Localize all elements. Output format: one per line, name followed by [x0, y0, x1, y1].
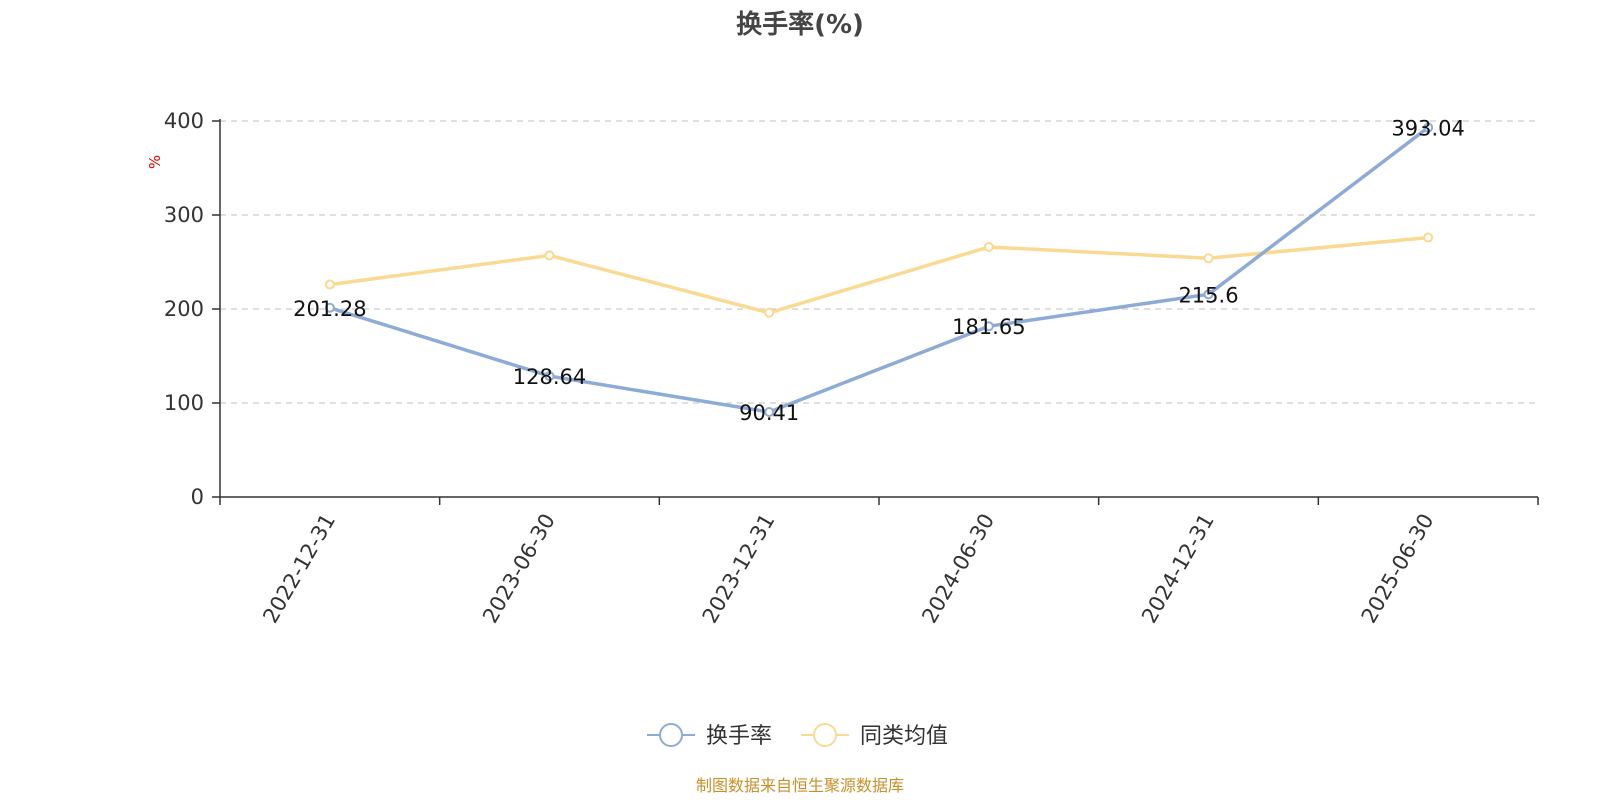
chart-title: 换手率(%) — [736, 9, 864, 40]
data-label: 181.65 — [952, 315, 1025, 339]
data-point-0 — [1423, 122, 1434, 133]
series-line-1 — [329, 235, 1429, 315]
legend-item-0[interactable]: 换手率 — [647, 723, 772, 749]
data-label: 215.6 — [1178, 283, 1238, 307]
grid-lines — [220, 120, 1538, 404]
data-point-1 — [764, 307, 775, 318]
x-tick-label: 2022-12-31 — [258, 510, 340, 628]
series-line-0 — [329, 126, 1430, 414]
data-label: 201.28 — [293, 297, 366, 321]
axes — [219, 119, 1538, 498]
y-tick-label: 200 — [164, 297, 204, 321]
data-point-1 — [1423, 232, 1434, 243]
data-point-0 — [983, 321, 994, 332]
x-axis-ticks: 2022-12-31 2023-06-30 2023-12-31 2024-06-30… — [219, 497, 1539, 628]
source-note: 制图数据来自恒生聚源数据库 — [696, 776, 904, 795]
y-tick-label: 0 — [191, 485, 204, 509]
data-label: 128.64 — [513, 365, 586, 389]
series-layer — [324, 122, 1434, 418]
data-label: 393.04 — [1391, 117, 1464, 141]
legend-label: 同类均值 — [860, 724, 948, 749]
data-point-0 — [764, 407, 775, 418]
data-point-0 — [324, 302, 335, 313]
y-axis-unit-label: % — [146, 155, 164, 169]
y-tick-label: 100 — [164, 391, 204, 415]
x-tick-label: 2023-12-31 — [698, 510, 780, 628]
legend-marker-icon — [813, 723, 837, 747]
legend-item-1[interactable]: 同类均值 — [801, 723, 948, 749]
data-label: 90.41 — [739, 401, 799, 425]
data-point-1 — [544, 250, 555, 261]
legend-marker-icon — [659, 723, 683, 747]
data-point-0 — [1203, 289, 1214, 300]
x-tick-label: 2023-06-30 — [478, 510, 560, 628]
data-point-1 — [324, 279, 335, 290]
x-tick-label: 2024-12-31 — [1137, 510, 1219, 628]
x-tick-label: 2024-06-30 — [917, 510, 999, 628]
y-axis-ticks: 0 100 200 300 400 — [164, 109, 220, 509]
y-tick-label: 300 — [164, 203, 204, 227]
x-tick-label: 2025-06-30 — [1357, 510, 1439, 628]
legend[interactable]: 换手率 同类均值 — [647, 723, 948, 749]
data-point-1 — [1203, 253, 1214, 264]
data-point-1 — [983, 241, 994, 252]
y-tick-label: 400 — [164, 109, 204, 133]
data-point-0 — [544, 371, 555, 382]
data-labels: 201.28 128.64 90.41 181.65 215.6 393.04 — [293, 117, 1465, 425]
legend-label: 换手率 — [706, 724, 772, 749]
